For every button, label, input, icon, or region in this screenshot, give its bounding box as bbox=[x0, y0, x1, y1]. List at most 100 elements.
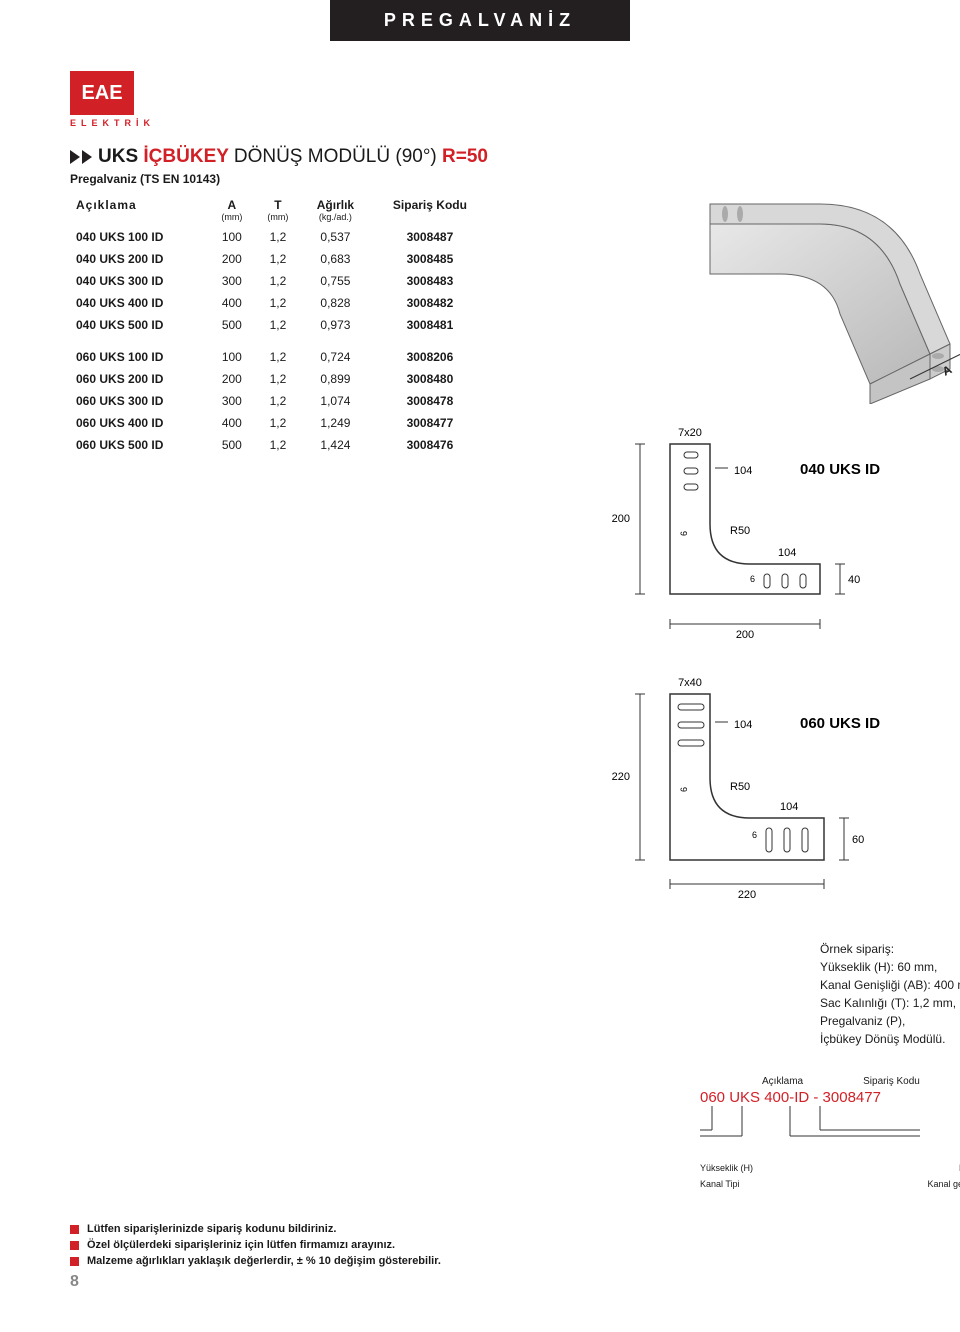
diagram-060: 7x40 220 104 R50 104 bbox=[520, 674, 960, 904]
example-title: Örnek sipariş: bbox=[820, 940, 960, 958]
decode-left-a: Yükseklik (H) bbox=[700, 1163, 753, 1173]
table-row: 060 UKS 300 ID3001,21,0743008478 bbox=[70, 390, 490, 412]
bullet-icon bbox=[70, 1241, 79, 1250]
d1-flange: 40 bbox=[848, 574, 860, 586]
cell-code: 3008480 bbox=[370, 368, 490, 390]
cell-t: 1,2 bbox=[255, 390, 301, 412]
example-l3: Sac Kalınlığı (T): 1,2 mm, bbox=[820, 994, 960, 1012]
triangle-icon bbox=[70, 150, 92, 164]
d1-h: 200 bbox=[612, 513, 630, 525]
cell-a: 100 bbox=[209, 336, 255, 368]
note-2: Özel ölçülerdeki siparişleriniz için lüt… bbox=[87, 1239, 395, 1251]
cell-a: 400 bbox=[209, 292, 255, 314]
th-t: T(mm) bbox=[255, 194, 301, 226]
cell-w: 1,424 bbox=[301, 434, 370, 456]
cell-t: 1,2 bbox=[255, 434, 301, 456]
d1-slot: 7x20 bbox=[678, 427, 702, 439]
d2-top: 104 bbox=[734, 719, 752, 731]
logo-block: EAE ELEKTRİK bbox=[70, 71, 890, 128]
decode-right-b: Kanal genişliği (A) bbox=[927, 1179, 960, 1189]
decode-code: 060 UKS 400-ID - 3008477 bbox=[700, 1089, 960, 1106]
cell-name: 040 UKS 300 ID bbox=[70, 270, 209, 292]
cell-code: 3008476 bbox=[370, 434, 490, 456]
page-number: 8 bbox=[70, 1273, 890, 1291]
table-row: 060 UKS 500 ID5001,21,4243008476 bbox=[70, 434, 490, 456]
cell-name: 060 UKS 200 ID bbox=[70, 368, 209, 390]
d1-gv: 6 bbox=[679, 531, 689, 536]
note-3: Malzeme ağırlıkları yaklaşık değerlerdir… bbox=[87, 1255, 441, 1267]
table-row: 040 UKS 400 ID4001,20,8283008482 bbox=[70, 292, 490, 314]
d1-gh: 6 bbox=[750, 574, 755, 584]
d2-r: R50 bbox=[730, 781, 750, 793]
logo-text: EAE bbox=[70, 71, 134, 115]
logo-subtitle: ELEKTRİK bbox=[70, 118, 890, 128]
cell-code: 3008482 bbox=[370, 292, 490, 314]
cell-w: 0,683 bbox=[301, 248, 370, 270]
cell-t: 1,2 bbox=[255, 336, 301, 368]
table-row: 040 UKS 200 ID2001,20,6833008485 bbox=[70, 248, 490, 270]
cell-w: 1,074 bbox=[301, 390, 370, 412]
cell-a: 300 bbox=[209, 390, 255, 412]
order-decode: Açıklama Sipariş Kodu 060 UKS 400-ID - 3… bbox=[700, 1076, 960, 1189]
cell-code: 3008206 bbox=[370, 336, 490, 368]
cell-code: 3008487 bbox=[370, 226, 490, 248]
table-row: 040 UKS 300 ID3001,20,7553008483 bbox=[70, 270, 490, 292]
th-weight: Ağırlık(kg./ad.) bbox=[301, 194, 370, 226]
d2-flange: 60 bbox=[852, 834, 864, 846]
decode-left-b: Kanal Tipi bbox=[700, 1179, 753, 1189]
cell-t: 1,2 bbox=[255, 314, 301, 336]
title-red: İÇBÜKEY bbox=[143, 146, 228, 167]
cell-code: 3008485 bbox=[370, 248, 490, 270]
isometric-view: ID bbox=[670, 194, 960, 394]
cell-t: 1,2 bbox=[255, 248, 301, 270]
decode-h1: Açıklama bbox=[762, 1076, 803, 1087]
cell-w: 0,537 bbox=[301, 226, 370, 248]
cell-a: 300 bbox=[209, 270, 255, 292]
cell-w: 1,249 bbox=[301, 412, 370, 434]
note-1: Lütfen siparişlerinizde sipariş kodunu b… bbox=[87, 1223, 336, 1235]
cell-a: 500 bbox=[209, 434, 255, 456]
d1-innerw: 104 bbox=[778, 547, 796, 559]
example-l1: Yükseklik (H): 60 mm, bbox=[820, 958, 960, 976]
cell-name: 060 UKS 100 ID bbox=[70, 336, 209, 368]
example-order: Örnek sipariş: Yükseklik (H): 60 mm, Kan… bbox=[820, 940, 960, 1048]
title-r50: R=50 bbox=[442, 146, 488, 167]
d2-label: 060 UKS ID bbox=[800, 715, 880, 732]
cell-w: 0,828 bbox=[301, 292, 370, 314]
cell-code: 3008481 bbox=[370, 314, 490, 336]
cell-w: 0,899 bbox=[301, 368, 370, 390]
table-row: 060 UKS 100 ID1001,20,7243008206 bbox=[70, 336, 490, 368]
title-rest: DÖNÜŞ MODÜLÜ (90°) bbox=[234, 146, 437, 167]
table-row: 060 UKS 200 ID2001,20,8993008480 bbox=[70, 368, 490, 390]
cell-name: 040 UKS 500 ID bbox=[70, 314, 209, 336]
cell-t: 1,2 bbox=[255, 226, 301, 248]
header-band: PREGALVANİZ bbox=[330, 0, 630, 41]
cell-code: 3008478 bbox=[370, 390, 490, 412]
decode-right-a: Modül Tipi bbox=[927, 1163, 960, 1173]
cell-name: 060 UKS 400 ID bbox=[70, 412, 209, 434]
cell-t: 1,2 bbox=[255, 412, 301, 434]
cell-t: 1,2 bbox=[255, 292, 301, 314]
cell-w: 0,755 bbox=[301, 270, 370, 292]
d2-gv: 6 bbox=[679, 787, 689, 792]
cell-a: 200 bbox=[209, 368, 255, 390]
d2-slot: 7x40 bbox=[678, 677, 702, 689]
example-l5: İçbükey Dönüş Modülü. bbox=[820, 1030, 960, 1048]
title-row: UKS İÇBÜKEY DÖNÜŞ MODÜLÜ (90°) R=50 bbox=[70, 146, 890, 168]
notes: Lütfen siparişlerinizde sipariş kodunu b… bbox=[70, 1223, 890, 1267]
d2-h: 220 bbox=[612, 771, 630, 783]
cell-a: 400 bbox=[209, 412, 255, 434]
cell-name: 060 UKS 300 ID bbox=[70, 390, 209, 412]
decode-h2: Sipariş Kodu bbox=[863, 1076, 920, 1087]
title-prefix: UKS bbox=[98, 146, 138, 167]
example-l2: Kanal Genişliği (AB): 400 mm, bbox=[820, 976, 960, 994]
table-row: 040 UKS 100 ID1001,20,5373008487 bbox=[70, 226, 490, 248]
d2-innerw: 104 bbox=[780, 801, 798, 813]
cell-name: 040 UKS 200 ID bbox=[70, 248, 209, 270]
cell-name: 060 UKS 500 ID bbox=[70, 434, 209, 456]
d1-w: 200 bbox=[736, 629, 754, 641]
cell-w: 0,973 bbox=[301, 314, 370, 336]
cell-t: 1,2 bbox=[255, 270, 301, 292]
cell-a: 200 bbox=[209, 248, 255, 270]
page-title: UKS İÇBÜKEY DÖNÜŞ MODÜLÜ (90°) R=50 bbox=[98, 146, 488, 168]
